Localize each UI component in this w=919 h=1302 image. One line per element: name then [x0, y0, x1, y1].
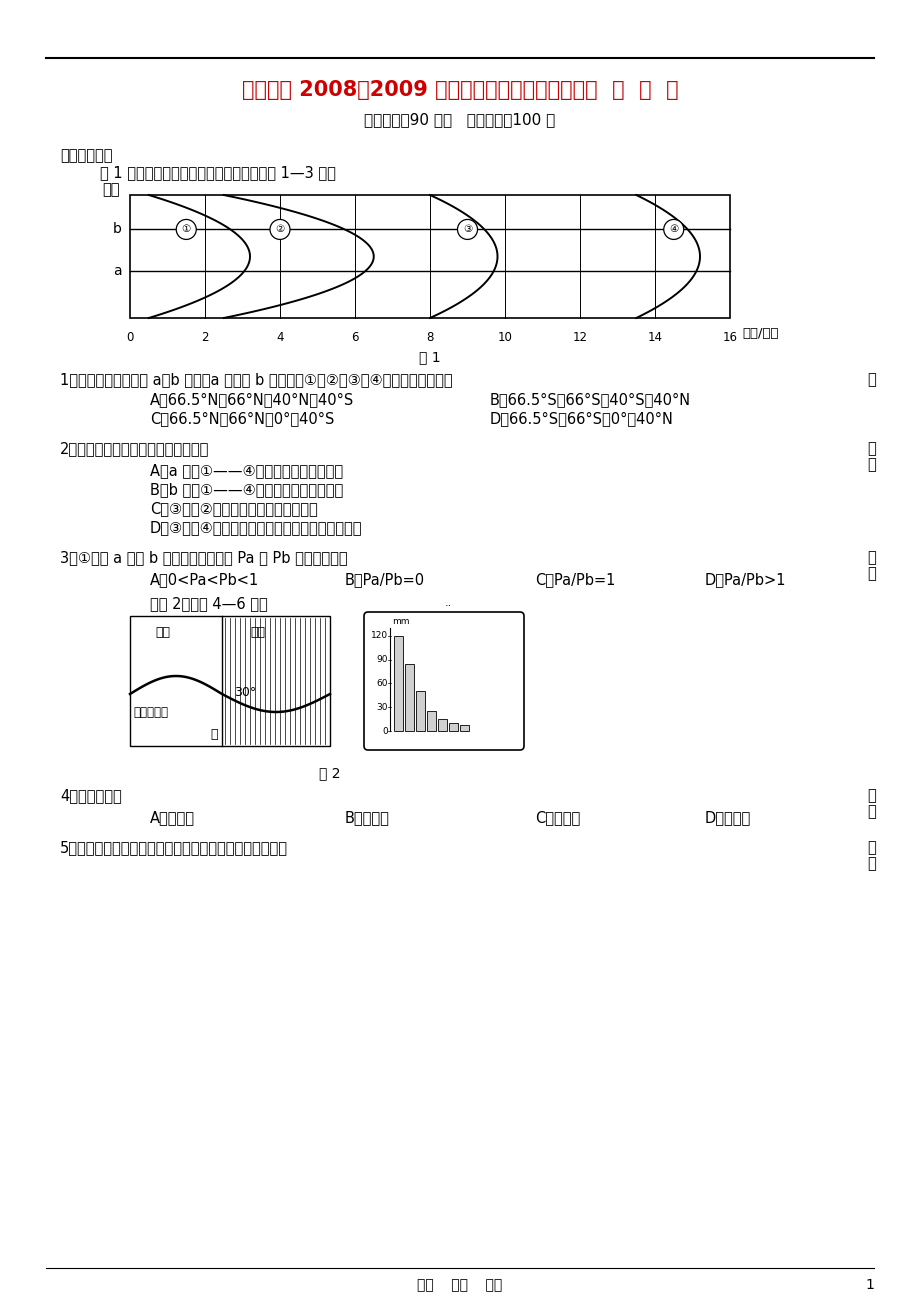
- Text: 4: 4: [276, 331, 283, 344]
- Text: 考试时间：90 分钟   试卷满分：100 分: 考试时间：90 分钟 试卷满分：100 分: [364, 112, 555, 128]
- Text: B．b 月内①——④各地的昼长均长于夜长: B．b 月内①——④各地的昼长均长于夜长: [150, 482, 343, 497]
- Text: 福州八中 2008－2009 高三毕业班第三次质量检查地  理  试  题: 福州八中 2008－2009 高三毕业班第三次质量检查地 理 试 题: [242, 79, 677, 100]
- Text: C．东半球: C．东半球: [535, 810, 580, 825]
- Text: C．66.5°N、66°N、0°、40°S: C．66.5°N、66°N、0°、40°S: [150, 411, 334, 426]
- Text: 5．关于甲地气候类型的成因与分布规律的叙述，正确的是: 5．关于甲地气候类型的成因与分布规律的叙述，正确的是: [60, 840, 288, 855]
- Bar: [448, 723, 458, 730]
- Text: 30°: 30°: [233, 686, 256, 699]
- Text: 6: 6: [351, 331, 358, 344]
- Bar: [404, 664, 414, 730]
- Text: 甲: 甲: [210, 728, 218, 741]
- Text: A．北半球: A．北半球: [150, 810, 195, 825]
- Text: 3．①地在 a 月与 b 月的平均昼长变化 Pa 与 Pb 的关系应符合: 3．①地在 a 月与 b 月的平均昼长变化 Pa 与 Pb 的关系应符合: [60, 549, 347, 565]
- Text: 图 2: 图 2: [319, 766, 340, 780]
- Text: 月份: 月份: [102, 182, 119, 197]
- Text: 一、选择题。: 一、选择题。: [60, 148, 112, 163]
- Text: 120: 120: [370, 631, 388, 641]
- Text: 大陆: 大陆: [250, 626, 265, 639]
- Text: D．Pa/Pb>1: D．Pa/Pb>1: [704, 572, 786, 587]
- Text: B．南半球: B．南半球: [345, 810, 390, 825]
- Text: 16: 16: [721, 331, 737, 344]
- Text: （: （: [867, 441, 875, 456]
- Circle shape: [663, 220, 683, 240]
- Text: ）: ）: [867, 855, 875, 871]
- Text: D．西半球: D．西半球: [704, 810, 751, 825]
- Circle shape: [457, 220, 477, 240]
- Text: ③: ③: [462, 224, 471, 234]
- Text: 0: 0: [126, 331, 133, 344]
- Circle shape: [176, 220, 196, 240]
- Text: ）: ）: [867, 457, 875, 473]
- Text: 1: 1: [864, 1279, 873, 1292]
- Text: B．66.5°S、66°S、40°S、40°N: B．66.5°S、66°S、40°S、40°N: [490, 392, 690, 408]
- Text: （: （: [867, 549, 875, 565]
- Text: 30: 30: [376, 703, 388, 712]
- Text: （: （: [867, 840, 875, 855]
- Text: C．③地较②地昼夜长短的年变化幅度大: C．③地较②地昼夜长短的年变化幅度大: [150, 501, 317, 516]
- Bar: [130, 195, 729, 318]
- Text: （: （: [867, 788, 875, 803]
- Text: 0: 0: [381, 727, 388, 736]
- Text: B．Pa/Pb=0: B．Pa/Pb=0: [345, 572, 425, 587]
- Text: D．③地与④地之间的某一纬度上昼夜长短变化为零: D．③地与④地之间的某一纬度上昼夜长短变化为零: [150, 519, 362, 535]
- Text: 读图 2，完成 4—6 题。: 读图 2，完成 4—6 题。: [150, 596, 267, 611]
- Text: ④: ④: [668, 224, 677, 234]
- Text: D．66.5°S、66°S、0°、40°N: D．66.5°S、66°S、0°、40°N: [490, 411, 673, 426]
- FancyBboxPatch shape: [364, 612, 524, 750]
- Bar: [460, 725, 469, 730]
- Text: ）: ）: [867, 372, 875, 387]
- Text: ②: ②: [275, 224, 284, 234]
- Text: ··: ··: [444, 602, 451, 611]
- Text: 12: 12: [572, 331, 587, 344]
- Text: 图 1 示意不同纬度四地白昼长度变化。完成 1—3 题。: 图 1 示意不同纬度四地白昼长度变化。完成 1—3 题。: [100, 165, 335, 180]
- Text: C．Pa/Pb=1: C．Pa/Pb=1: [535, 572, 615, 587]
- Text: 某月等温线: 某月等温线: [133, 706, 168, 719]
- Text: A．a 月内①——④各地的夜长均长于昼长: A．a 月内①——④各地的夜长均长于昼长: [150, 464, 343, 478]
- Bar: [393, 635, 403, 730]
- Text: 90: 90: [376, 655, 388, 664]
- Text: A．66.5°N、66°N、40°N、40°S: A．66.5°N、66°N、40°N、40°S: [150, 392, 354, 408]
- Text: a: a: [113, 264, 122, 279]
- Circle shape: [269, 220, 289, 240]
- Text: 2: 2: [201, 331, 209, 344]
- Text: 图 1: 图 1: [419, 350, 440, 365]
- Text: ）: ）: [867, 566, 875, 581]
- Bar: [415, 691, 425, 730]
- Text: 2．根据图中各地的白昼长度变化可知: 2．根据图中各地的白昼长度变化可知: [60, 441, 210, 456]
- Text: 用心    爱心    专心: 用心 爱心 专心: [417, 1279, 502, 1292]
- Text: 8: 8: [425, 331, 433, 344]
- Text: b: b: [113, 223, 122, 237]
- Text: 4．甲地仅位于: 4．甲地仅位于: [60, 788, 121, 803]
- Text: 60: 60: [376, 678, 388, 687]
- Text: A．0<Pa<Pb<1: A．0<Pa<Pb<1: [150, 572, 259, 587]
- Bar: [426, 711, 436, 730]
- Text: 昼长/小时: 昼长/小时: [742, 327, 777, 340]
- Bar: [437, 719, 447, 730]
- Text: mm: mm: [391, 617, 409, 626]
- Text: 海洋: 海洋: [154, 626, 170, 639]
- Bar: [130, 616, 330, 746]
- Text: 1．若该图表示上半年 a、b 两月（a 月早于 b 月），则①、②、③、④四地纬度依次是（: 1．若该图表示上半年 a、b 两月（a 月早于 b 月），则①、②、③、④四地纬…: [60, 372, 452, 387]
- Text: 10: 10: [497, 331, 512, 344]
- Text: ①: ①: [181, 224, 190, 234]
- Text: 14: 14: [647, 331, 662, 344]
- Text: ）: ）: [867, 805, 875, 819]
